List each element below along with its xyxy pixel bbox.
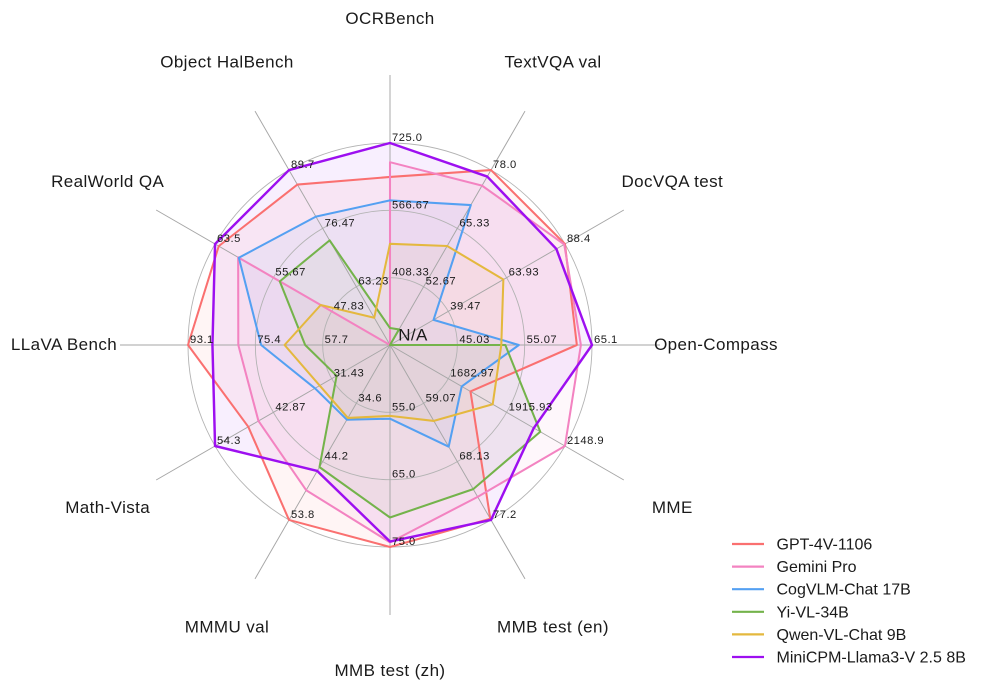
svg-text:65.1: 65.1 — [594, 334, 618, 346]
svg-text:Qwen-VL-Chat 9B: Qwen-VL-Chat 9B — [777, 627, 907, 644]
svg-text:MMMU val: MMMU val — [185, 617, 269, 636]
svg-text:54.3: 54.3 — [217, 435, 241, 447]
svg-text:63.5: 63.5 — [217, 233, 241, 245]
svg-text:75.0: 75.0 — [392, 536, 416, 548]
svg-text:53.8: 53.8 — [291, 509, 315, 521]
svg-text:93.1: 93.1 — [190, 334, 214, 346]
svg-text:45.03: 45.03 — [459, 334, 490, 346]
svg-text:Math-Vista: Math-Vista — [65, 498, 150, 517]
svg-text:2148.9: 2148.9 — [567, 435, 604, 447]
svg-text:65.0: 65.0 — [392, 469, 416, 481]
svg-text:44.2: 44.2 — [325, 451, 349, 463]
svg-text:OCRBench: OCRBench — [345, 9, 434, 28]
svg-text:47.83: 47.83 — [334, 300, 365, 312]
svg-text:N/A: N/A — [398, 326, 428, 345]
svg-text:78.0: 78.0 — [493, 159, 517, 171]
svg-text:CogVLM-Chat 17B: CogVLM-Chat 17B — [777, 582, 911, 599]
svg-text:Object HalBench: Object HalBench — [160, 53, 294, 72]
svg-text:408.33: 408.33 — [392, 267, 429, 279]
svg-text:RealWorld QA: RealWorld QA — [51, 172, 164, 191]
svg-text:88.4: 88.4 — [567, 233, 591, 245]
svg-text:Open-Compass: Open-Compass — [654, 335, 778, 354]
svg-text:63.93: 63.93 — [509, 267, 540, 279]
svg-text:MME: MME — [652, 498, 693, 517]
svg-text:566.67: 566.67 — [392, 199, 429, 211]
svg-text:76.47: 76.47 — [325, 217, 356, 229]
svg-text:GPT-4V-1106: GPT-4V-1106 — [777, 537, 873, 554]
svg-text:55.07: 55.07 — [527, 334, 558, 346]
svg-text:Yi-VL-34B: Yi-VL-34B — [777, 604, 849, 621]
svg-text:63.23: 63.23 — [358, 276, 389, 288]
svg-text:59.07: 59.07 — [426, 392, 457, 404]
svg-text:1915.93: 1915.93 — [509, 401, 553, 413]
svg-text:TextVQA val: TextVQA val — [505, 53, 602, 72]
svg-text:DocVQA test: DocVQA test — [621, 172, 723, 191]
svg-text:65.33: 65.33 — [459, 217, 490, 229]
svg-text:52.67: 52.67 — [426, 276, 457, 288]
svg-text:75.4: 75.4 — [257, 334, 281, 346]
svg-text:42.87: 42.87 — [275, 401, 306, 413]
svg-text:MiniCPM-Llama3-V 2.5 8B: MiniCPM-Llama3-V 2.5 8B — [777, 650, 966, 667]
svg-text:MMB test (en): MMB test (en) — [497, 617, 609, 636]
svg-text:34.6: 34.6 — [358, 392, 382, 404]
svg-text:57.7: 57.7 — [325, 334, 349, 346]
svg-text:55.0: 55.0 — [392, 401, 416, 413]
svg-text:68.13: 68.13 — [459, 451, 490, 463]
svg-text:55.67: 55.67 — [275, 267, 306, 279]
svg-text:89.7: 89.7 — [291, 159, 315, 171]
svg-text:77.2: 77.2 — [493, 509, 517, 521]
svg-text:39.47: 39.47 — [450, 300, 481, 312]
svg-text:MMB test (zh): MMB test (zh) — [335, 661, 446, 680]
svg-text:Gemini Pro: Gemini Pro — [777, 559, 857, 576]
svg-text:1682.97: 1682.97 — [450, 368, 494, 380]
svg-text:LLaVA Bench: LLaVA Bench — [11, 335, 117, 354]
svg-text:31.43: 31.43 — [334, 368, 365, 380]
svg-text:725.0: 725.0 — [392, 132, 423, 144]
